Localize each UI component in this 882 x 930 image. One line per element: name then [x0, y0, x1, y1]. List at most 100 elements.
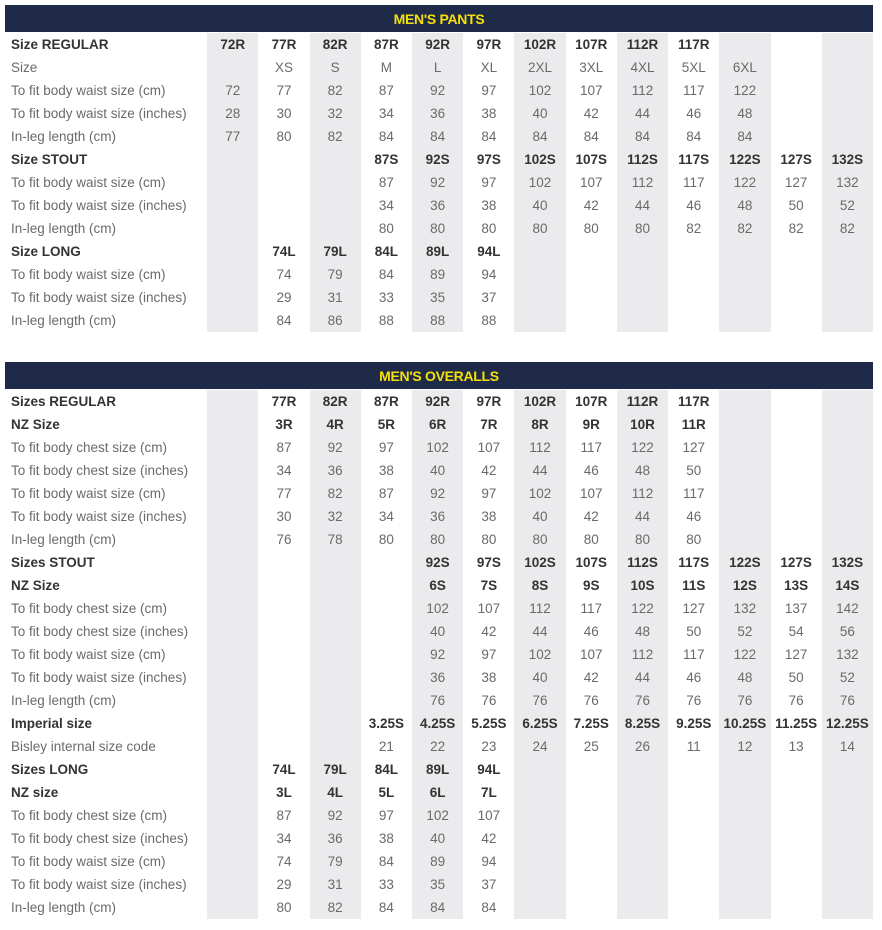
table-cell: 77 [276, 486, 292, 501]
table-cell: 4L [309, 781, 361, 804]
table-row: To fit body waist size (inches) 28 30 32 34 3… [5, 102, 873, 125]
table-cell: 40 [412, 620, 464, 643]
row-label: Sizes LONG [11, 762, 89, 777]
table-cell [309, 735, 361, 758]
table-cell [821, 850, 873, 873]
table-cell: 33 [378, 877, 394, 892]
table-row: To fit body waist size (cm) 87 92 97 102 107 1… [5, 171, 873, 194]
table-cell [207, 896, 259, 919]
table-cell: 50 [686, 463, 702, 478]
table-cell [514, 286, 566, 309]
table-cell: 84 [686, 129, 702, 144]
table-cell: 74 [276, 267, 292, 282]
table-cell: 89L [412, 758, 464, 781]
table-cell: 117R [677, 394, 710, 409]
table-cell: 38 [481, 509, 497, 524]
table-cell: 87 [276, 808, 292, 823]
table-cell: 80 [583, 221, 599, 236]
table-cell [207, 286, 259, 309]
row-label: To fit body chest size (inches) [11, 463, 189, 478]
table-row: To fit body chest size (inches) 34 36 38 40 4… [5, 827, 873, 850]
table-cell [616, 827, 669, 850]
table-cell [258, 666, 309, 689]
table-cell [771, 125, 822, 148]
table-cell: 117S [678, 555, 710, 570]
table-cell [821, 263, 873, 286]
table-cell: 80 [412, 528, 464, 551]
table-cell: 44 [514, 620, 566, 643]
table-row: Bisley internal size code 21 22 23 24 25 26 11 1… [5, 735, 873, 758]
table-cell: 82R [309, 390, 361, 413]
table-cell: 142 [821, 597, 873, 620]
table-cell [821, 56, 873, 79]
table-cell [566, 896, 617, 919]
table-cell: 82 [788, 221, 804, 236]
table-cell [668, 781, 719, 804]
table-cell: 112 [616, 171, 669, 194]
table-cell: 84 [481, 900, 497, 915]
table-cell [309, 194, 361, 217]
table-cell [207, 666, 259, 689]
table-cell [361, 689, 412, 712]
table-cell [207, 390, 259, 413]
table-row: Sizes STOUT 92S 97S 102S 107S 112S 117S 122S 127… [5, 551, 873, 574]
table-cell: 97 [481, 647, 497, 662]
table-cell: 127 [682, 601, 705, 616]
table-cell: 117 [682, 175, 705, 190]
row-label: To fit body chest size (inches) [11, 831, 189, 846]
table-cell: 36 [309, 459, 361, 482]
table-cell [771, 56, 822, 79]
table-cell: 82 [309, 482, 361, 505]
table-cell: 92 [412, 171, 464, 194]
table-cell: 36 [412, 666, 464, 689]
table-cell [258, 597, 309, 620]
table-cell: 48 [719, 666, 771, 689]
mens-overalls-section: MEN'S OVERALLS Sizes REGULAR 77R 82R 87R 92R… [5, 362, 873, 919]
table-row: Size XS S M L XL 2XL 3XL 4XL 5XL 6XL [5, 56, 873, 79]
table-cell: 102 [514, 79, 566, 102]
table-cell [771, 827, 822, 850]
table-cell: 34 [276, 463, 292, 478]
table-cell: 48 [719, 194, 771, 217]
table-cell: 87S [374, 152, 399, 167]
table-cell: 29 [276, 290, 292, 305]
table-cell [514, 240, 566, 263]
table-cell: 4R [309, 413, 361, 436]
table-cell: 107 [580, 83, 603, 98]
table-cell [719, 505, 771, 528]
table-cell: 117 [580, 601, 603, 616]
table-cell [668, 850, 719, 873]
table-cell [514, 827, 566, 850]
table-cell: 79L [309, 240, 361, 263]
table-cell: 46 [686, 198, 702, 213]
table-cell [566, 286, 617, 309]
table-cell [719, 482, 771, 505]
row-label: Sizes REGULAR [11, 394, 117, 409]
table-cell: 28 [207, 102, 259, 125]
table-cell: 84 [719, 125, 771, 148]
table-cell [514, 263, 566, 286]
table-cell: 112 [514, 436, 566, 459]
row-label: To fit body waist size (cm) [11, 175, 166, 190]
table-cell [207, 217, 259, 240]
table-cell: 5.25S [471, 716, 507, 731]
table-cell: 82R [309, 33, 361, 56]
row-label: To fit body waist size (cm) [11, 83, 166, 98]
table-cell [566, 850, 617, 873]
row-label: To fit body waist size (inches) [11, 290, 187, 305]
row-label: To fit body waist size (cm) [11, 647, 166, 662]
table-cell [309, 551, 361, 574]
mens-pants-table: Size REGULAR 72R 77R 82R 87R 92R 97R 102R 107R 11… [5, 33, 873, 332]
table-row: In-leg length (cm) 84 86 88 88 88 [5, 309, 873, 332]
table-cell: 56 [821, 620, 873, 643]
table-cell: 127 [784, 647, 808, 662]
table-cell: 8R [514, 413, 566, 436]
table-cell [719, 781, 771, 804]
table-row: NZ Size 3R 4R 5R 6R 7R 8R 9R 10R 11R [5, 413, 873, 436]
table-cell [771, 459, 822, 482]
table-cell: 7.25S [573, 716, 609, 731]
table-cell [258, 735, 309, 758]
row-label: Size STOUT [11, 152, 88, 167]
table-cell: XL [480, 60, 498, 75]
table-cell: 38 [481, 106, 497, 121]
